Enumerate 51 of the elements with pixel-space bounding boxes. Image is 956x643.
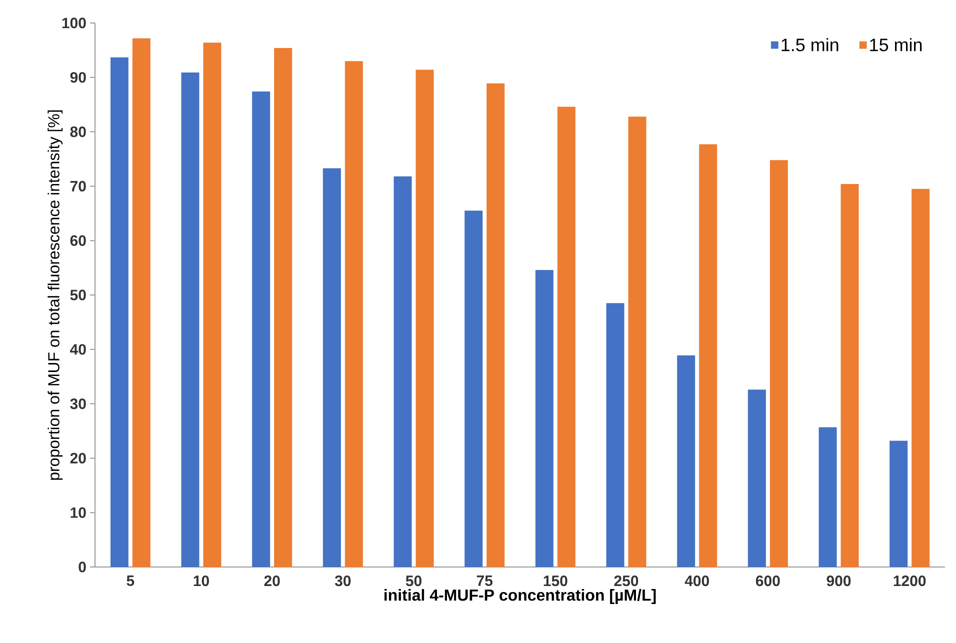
bar [110, 57, 128, 567]
bar [912, 188, 930, 567]
y-tick-label: 100 [62, 18, 86, 28]
x-tick-label: 900 [826, 576, 851, 586]
bar [252, 92, 270, 567]
x-tick-label: 400 [684, 576, 709, 586]
legend-label: 15 min [870, 38, 922, 52]
bar [274, 48, 292, 567]
bar [770, 160, 788, 567]
bar [818, 427, 837, 567]
x-tick-label: 5 [126, 576, 134, 586]
y-tick-label: 60 [70, 235, 86, 246]
x-tick-label: 20 [264, 576, 280, 586]
bar [464, 210, 483, 567]
bar [677, 355, 696, 567]
x-tick-label: 10 [194, 576, 209, 586]
x-tick-label: 1200 [894, 576, 926, 586]
bar [181, 72, 200, 567]
x-tick-label: 600 [756, 576, 780, 586]
bar [132, 38, 150, 567]
bar [394, 176, 412, 567]
legend-label: 1.5 min [782, 38, 838, 52]
x-tick-label: 150 [544, 576, 568, 586]
bar [699, 144, 718, 567]
x-axis-title: initial 4-MUF-P concentration [µM/L] [384, 589, 656, 604]
bar [840, 184, 859, 567]
bar [344, 61, 363, 567]
y-tick-label: 70 [70, 180, 86, 192]
y-tick-label: 80 [70, 126, 86, 138]
x-tick-label: 30 [334, 576, 351, 586]
y-tick-label: 30 [70, 398, 86, 410]
bar [748, 390, 766, 567]
bar [416, 70, 434, 567]
bar [486, 83, 505, 567]
y-axis-title: proportion of MUF on total fluorescence intensity [%] [48, 110, 63, 480]
y-tick-label: 50 [70, 290, 86, 300]
bar [890, 440, 908, 567]
y-tick-label: 0 [78, 562, 86, 572]
y-tick-label: 90 [70, 72, 86, 83]
bar [535, 270, 554, 567]
x-tick-label: 50 [406, 576, 422, 586]
bar [628, 116, 646, 567]
x-tick-label: 250 [614, 576, 638, 586]
bar [322, 168, 341, 567]
bar [557, 106, 576, 567]
y-tick-label: 40 [70, 344, 86, 355]
bar [203, 42, 222, 567]
bar [606, 303, 624, 567]
y-tick-label: 20 [70, 452, 86, 464]
y-tick-label: 10 [70, 507, 86, 518]
x-tick-label: 75 [476, 576, 493, 586]
